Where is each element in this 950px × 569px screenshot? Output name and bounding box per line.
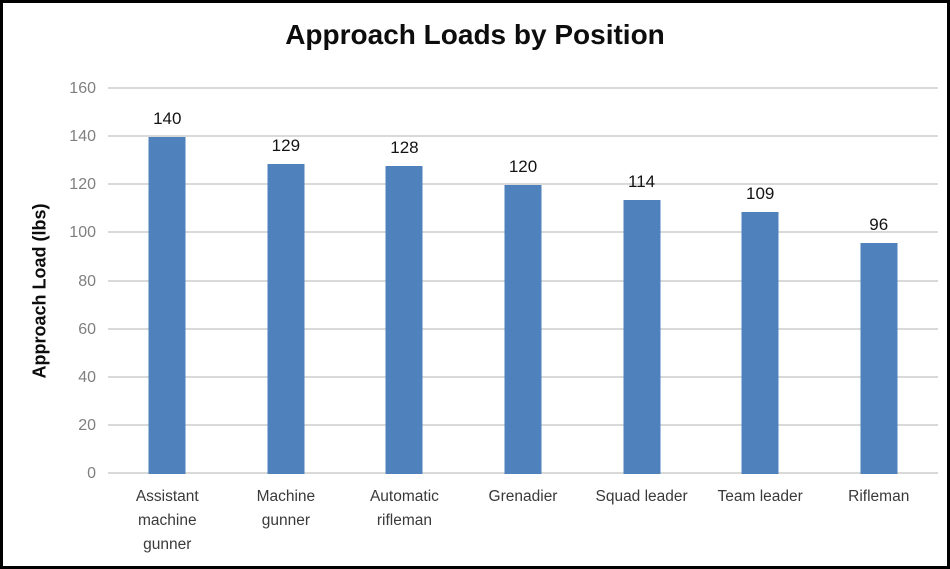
bar-1 bbox=[148, 137, 186, 474]
bar-slot: 120 bbox=[464, 89, 583, 474]
bar-value-label: 96 bbox=[869, 215, 889, 234]
plot-area: 140 129 128 120 114 109 96 bbox=[108, 87, 938, 474]
category-label-cell: Automatic rifleman bbox=[345, 485, 464, 557]
y-tick-label-140: 140 bbox=[69, 128, 96, 146]
bar-slot: 140 bbox=[108, 89, 227, 474]
category-label: Automatic rifleman bbox=[369, 488, 439, 530]
category-label-cell: Team leader bbox=[701, 485, 820, 557]
category-label: Squad leader bbox=[595, 488, 688, 505]
bar-value-label: 140 bbox=[153, 109, 182, 129]
bar-slot: 96 bbox=[819, 89, 938, 474]
bar-series: 140 129 128 120 114 109 96 bbox=[108, 89, 938, 474]
category-label: Rifleman bbox=[848, 488, 910, 505]
y-tick-label-60: 60 bbox=[78, 320, 96, 338]
category-label: Machine gunner bbox=[256, 488, 316, 530]
category-label: Grenadier bbox=[488, 488, 558, 505]
bar-value-label: 128 bbox=[390, 138, 419, 157]
y-tick-label-160: 160 bbox=[69, 80, 96, 97]
bar-6 bbox=[741, 211, 779, 474]
bar-2 bbox=[267, 163, 305, 474]
x-axis-category-labels: Assistant machine gunner Machine gunner Au… bbox=[108, 485, 938, 557]
bar-slot: 109 bbox=[701, 89, 820, 474]
bar-value-label: 109 bbox=[745, 183, 775, 203]
category-label-cell: Grenadier bbox=[464, 485, 583, 557]
category-label-cell: Machine gunner bbox=[227, 485, 346, 557]
chart-title: Approach Loads by Position bbox=[285, 19, 665, 50]
bar-slot: 128 bbox=[345, 89, 464, 474]
y-tick-label-80: 80 bbox=[78, 272, 96, 290]
y-tick-label-20: 20 bbox=[78, 416, 96, 434]
bar-value-label: 120 bbox=[508, 157, 538, 177]
gridline-y-120 bbox=[108, 183, 938, 186]
bar-slot: 114 bbox=[582, 89, 701, 474]
bar-value-label: 129 bbox=[271, 135, 301, 155]
gridline-y-160 bbox=[108, 87, 938, 89]
bar-7 bbox=[860, 243, 898, 474]
bar-value-label: 114 bbox=[628, 171, 656, 191]
gridline-y-140 bbox=[108, 135, 938, 138]
bar-5 bbox=[623, 199, 661, 474]
bar-slot: 129 bbox=[227, 89, 346, 474]
bar-3 bbox=[385, 166, 423, 474]
category-label-cell: Squad leader bbox=[582, 485, 701, 557]
category-label: Assistant machine gunner bbox=[135, 488, 199, 554]
y-tick-label-100: 100 bbox=[69, 224, 96, 242]
y-tick-label-120: 120 bbox=[69, 176, 96, 194]
category-label-cell: Rifleman bbox=[819, 485, 938, 557]
bar-4 bbox=[504, 185, 542, 474]
y-tick-label-0: 0 bbox=[87, 465, 96, 482]
y-tick-label-40: 40 bbox=[78, 368, 96, 386]
category-label-cell: Assistant machine gunner bbox=[108, 485, 227, 557]
category-label: Team leader bbox=[717, 488, 803, 505]
